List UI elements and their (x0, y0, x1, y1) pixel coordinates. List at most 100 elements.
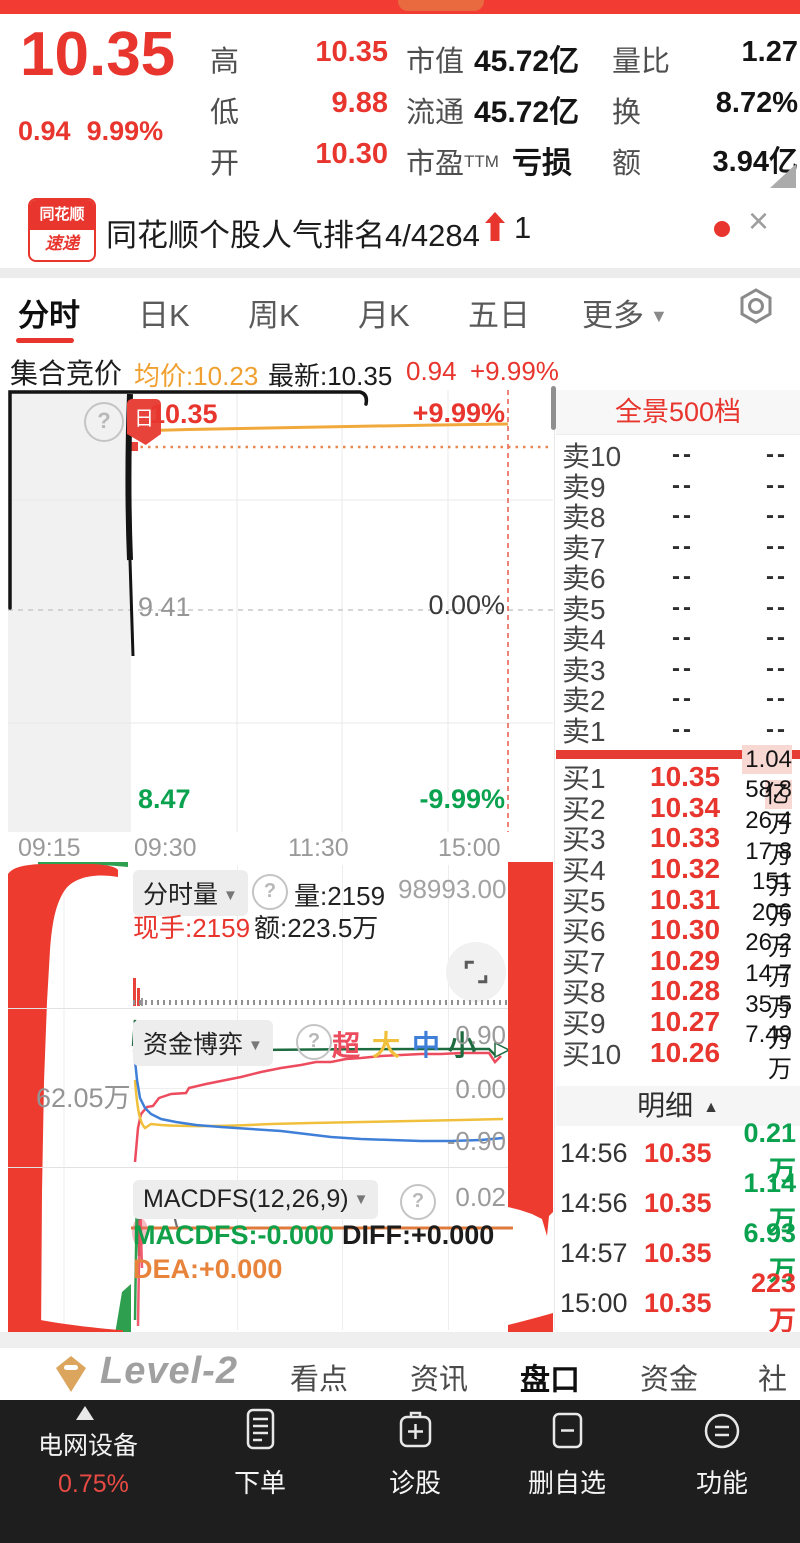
grid-line (448, 865, 449, 1330)
level2-logo[interactable]: Level-2 (100, 1350, 238, 1392)
buy-price: 10.29 (650, 944, 721, 976)
chart-high-price: 10.35 (150, 399, 218, 429)
close-icon[interactable]: × (748, 200, 770, 241)
buy-level-label: 买9 (562, 1008, 606, 1040)
sell-row[interactable]: 卖2 -- -- (556, 684, 800, 716)
orderbook-title[interactable]: 全景500档 (556, 390, 800, 435)
buy-row[interactable]: 买10 10.26 7.49万 (556, 1021, 800, 1083)
trade-time: 15:00 (560, 1287, 628, 1318)
popularity-rank-text[interactable]: 同花顺个股人气排名4/4284 (106, 218, 480, 253)
trade-detail-header[interactable]: 明细 ▲ (556, 1086, 800, 1126)
fund-indicator-selector[interactable]: 资金博弈 ▼ (133, 1020, 273, 1066)
macd-indicator-selector[interactable]: MACDFS(12,26,9) ▼ (133, 1180, 379, 1219)
expand-corner-icon[interactable] (770, 164, 796, 188)
stat-label-turnover: 换 (612, 97, 642, 129)
sell-price: -- (672, 502, 694, 530)
tab-monthly-k[interactable]: 月K (358, 298, 410, 333)
rank-up-arrow-icon (485, 212, 505, 241)
sell-row[interactable]: 卖6 -- -- (556, 562, 800, 594)
tab-order-pane[interactable]: 盘口 (520, 1364, 580, 1397)
sell-volume: -- (766, 532, 788, 560)
tab-daily-k[interactable]: 日K (138, 298, 190, 333)
buy-volume: 206万 (751, 898, 792, 961)
buy-price: 10.26 (650, 1036, 721, 1068)
buy-level-label: 买6 (562, 916, 606, 948)
trade-detail-row[interactable]: 15:00 10.35 223万 (556, 1268, 800, 1336)
notification-dot (714, 221, 730, 237)
fullscreen-button[interactable] (446, 942, 506, 1002)
buy-row[interactable]: 买9 10.27 35.5万 (556, 991, 800, 1053)
buy-price: 10.34 (650, 791, 721, 823)
help-icon[interactable]: ? (296, 1024, 332, 1060)
sell-row[interactable]: 卖3 -- -- (556, 654, 800, 686)
buy-row[interactable]: 买8 10.28 14.7万 (556, 960, 800, 1022)
tab-minute[interactable]: 分时 (18, 298, 80, 333)
fund-axis-low: -0.90 (446, 1126, 506, 1156)
sell-price: -- (672, 654, 694, 682)
buy-row[interactable]: 买4 10.32 17.8万 (556, 838, 800, 900)
time-1130: 11:30 (288, 834, 349, 862)
settings-gear-icon[interactable] (736, 286, 776, 326)
subbar-change: 0.94 (406, 356, 457, 386)
sell-level-label: 卖1 (562, 715, 606, 747)
macd-dea-value: DEA:+0.000 (133, 1254, 283, 1284)
buy-row[interactable]: 买5 10.31 151万 (556, 868, 800, 930)
buy-row[interactable]: 买6 10.30 206万 (556, 899, 800, 961)
buy-row[interactable]: 买7 10.29 26.2万 (556, 929, 800, 991)
sell-row[interactable]: 卖9 -- -- (556, 471, 800, 503)
stat-value-high: 10.35 (315, 36, 388, 68)
sell-row[interactable]: 卖1 -- -- (556, 715, 800, 747)
trade-time: 14:57 (560, 1237, 628, 1268)
chart-mid-price: 9.41 (138, 592, 191, 622)
trade-detail-row[interactable]: 14:56 10.35 0.21万 (556, 1118, 800, 1186)
tab-five-day[interactable]: 五日 (468, 298, 530, 333)
buy-price: 10.31 (650, 883, 721, 915)
buy-price: 10.28 (650, 975, 721, 1007)
tab-more[interactable]: 更多 ▼ (582, 298, 668, 333)
buy-list: 买1 10.35 1.04亿 买2 10.34 58.8万 买3 10.33 2… (556, 744, 800, 1083)
sell-row[interactable]: 卖7 -- -- (556, 532, 800, 564)
trade-volume: 223万 (750, 1268, 796, 1336)
nav-place-order[interactable]: 下单 (210, 1406, 310, 1500)
sell-volume: -- (766, 624, 788, 652)
tab-news[interactable]: 资讯 (410, 1364, 469, 1396)
buy-row[interactable]: 买2 10.34 58.8万 (556, 776, 800, 838)
tab-funds[interactable]: 资金 (640, 1364, 699, 1396)
stock-name[interactable]: 电网设备 (38, 1432, 139, 1460)
level2-gem-icon (56, 1356, 86, 1392)
sell-row[interactable]: 卖4 -- -- (556, 623, 800, 655)
chevron-down-icon: ▼ (223, 887, 238, 904)
ths-express-logo: 同花顺 速递 (28, 198, 96, 262)
nav-remove-watchlist[interactable]: 删自选 (517, 1406, 617, 1500)
trade-detail-row[interactable]: 14:56 10.35 1.14万 (556, 1168, 800, 1236)
buy-price: 10.32 (650, 853, 721, 885)
scrollbar-thumb[interactable] (551, 386, 556, 430)
nav-functions[interactable]: 功能 (672, 1406, 772, 1500)
sell-row[interactable]: 卖10 -- -- (556, 440, 800, 472)
help-icon[interactable]: ? (400, 1184, 436, 1220)
sell-volume: -- (766, 502, 788, 530)
trade-detail-row[interactable]: 14:57 10.35 6.93万 (556, 1218, 800, 1286)
minute-chart[interactable] (8, 390, 553, 832)
tab-weekly-k[interactable]: 周K (248, 298, 300, 333)
sell-volume: -- (766, 441, 788, 469)
volume-qty: 量:2159 (294, 881, 386, 911)
sell-row[interactable]: 卖8 -- -- (556, 501, 800, 533)
tab-highlights[interactable]: 看点 (290, 1364, 349, 1396)
sell-volume: -- (766, 563, 788, 591)
triangle-up-icon: ▲ (703, 1099, 719, 1116)
volume-indicator-selector[interactable]: 分时量 ▼ (133, 870, 248, 916)
help-icon[interactable]: ? (252, 874, 288, 910)
tab-community[interactable]: 社 (758, 1364, 788, 1396)
buy-level-label: 买10 (562, 1038, 622, 1070)
nav-diagnose[interactable]: 诊股 (365, 1406, 465, 1500)
sell-price: -- (672, 532, 694, 560)
buy-row[interactable]: 买1 10.35 1.04亿 (556, 744, 800, 809)
stat-value-open: 10.30 (315, 138, 388, 170)
buy-row[interactable]: 买3 10.33 26.4万 (556, 807, 800, 869)
sell-row[interactable]: 卖5 -- -- (556, 593, 800, 625)
stat-value-low: 9.88 (331, 87, 388, 119)
help-icon[interactable]: ? (84, 402, 124, 442)
triangle-up-icon[interactable] (76, 1406, 94, 1420)
